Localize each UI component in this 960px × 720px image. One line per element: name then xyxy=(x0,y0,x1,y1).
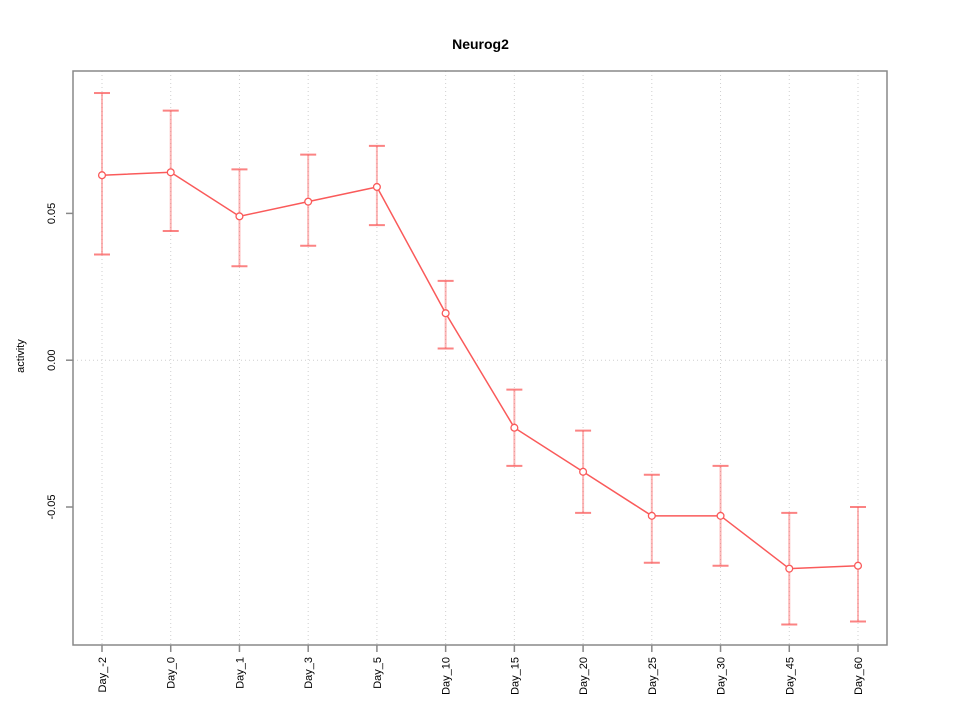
data-point-marker xyxy=(579,467,588,476)
y-tick-label: 0.00 xyxy=(46,349,58,370)
x-tick-label: Day_20 xyxy=(578,657,590,695)
x-tick-label: Day_60 xyxy=(853,657,865,695)
x-tick-label: Day_5 xyxy=(372,657,384,689)
data-point-marker xyxy=(853,561,863,570)
series-line xyxy=(101,171,859,570)
data-point-marker xyxy=(510,423,519,432)
plot-frame xyxy=(72,70,888,646)
x-tick-label: Day_30 xyxy=(716,657,728,695)
x-tick-label: Day_10 xyxy=(441,657,453,695)
x-tick-label: Day_3 xyxy=(303,657,315,689)
y-tick-label: -0.05 xyxy=(46,494,58,519)
data-point-marker xyxy=(97,171,107,180)
data-point-marker xyxy=(166,168,175,177)
data-point-marker xyxy=(441,309,450,318)
data-point-marker xyxy=(372,182,381,192)
x-tick-label: Day_25 xyxy=(647,657,659,695)
x-tick-label: Day_0 xyxy=(166,657,178,689)
y-tick-label: 0.05 xyxy=(46,203,58,224)
data-point-marker xyxy=(785,564,794,573)
x-tick-label: Day_15 xyxy=(509,657,521,695)
data-point-marker xyxy=(235,212,244,221)
data-point-marker xyxy=(647,511,656,520)
chart-title: Neurog2 xyxy=(452,36,509,52)
x-tick-label: Day_1 xyxy=(234,657,246,689)
data-point-marker xyxy=(304,197,313,206)
x-tick-label: Day_45 xyxy=(784,657,796,695)
data-point-marker xyxy=(716,511,725,520)
x-tick-label: Day_-2 xyxy=(97,657,109,692)
